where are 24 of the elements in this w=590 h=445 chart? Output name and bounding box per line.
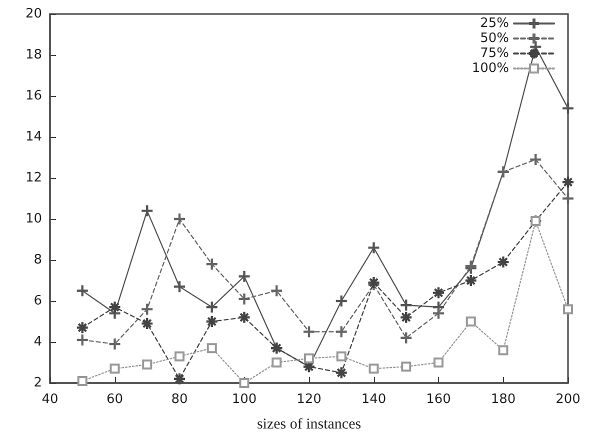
y-tick-label: 14 (25, 130, 42, 144)
y-tick-label: 12 (25, 170, 42, 186)
x-tick-label: 80 (171, 392, 188, 407)
legend-label: 50% (480, 31, 509, 46)
y-tick-label: 20 (25, 6, 42, 22)
y-tick-label: 8 (34, 252, 42, 268)
x-tick-label: 60 (106, 392, 124, 407)
x-tick-label: 40 (42, 392, 58, 407)
legend-label: 25% (480, 16, 509, 31)
x-tick-label: 200 (556, 392, 580, 407)
legend-label: 100% (472, 61, 509, 76)
x-tick-label: 140 (361, 392, 386, 407)
x-tick-label: 160 (426, 392, 451, 407)
y-tick-label: 18 (25, 48, 42, 62)
x-tick-label: 120 (296, 392, 322, 407)
y-tick-label: 2 (34, 376, 42, 390)
y-tick-label: 4 (34, 334, 42, 350)
y-tick-label: 10 (25, 212, 42, 226)
y-tick-label: 16 (25, 88, 42, 104)
legend-label: 75% (480, 46, 509, 61)
x-axis-title: sizes of instances (256, 416, 362, 432)
x-tick-label: 100 (232, 392, 257, 407)
y-tick-label: 6 (34, 294, 42, 308)
x-tick-label: 180 (490, 392, 516, 407)
